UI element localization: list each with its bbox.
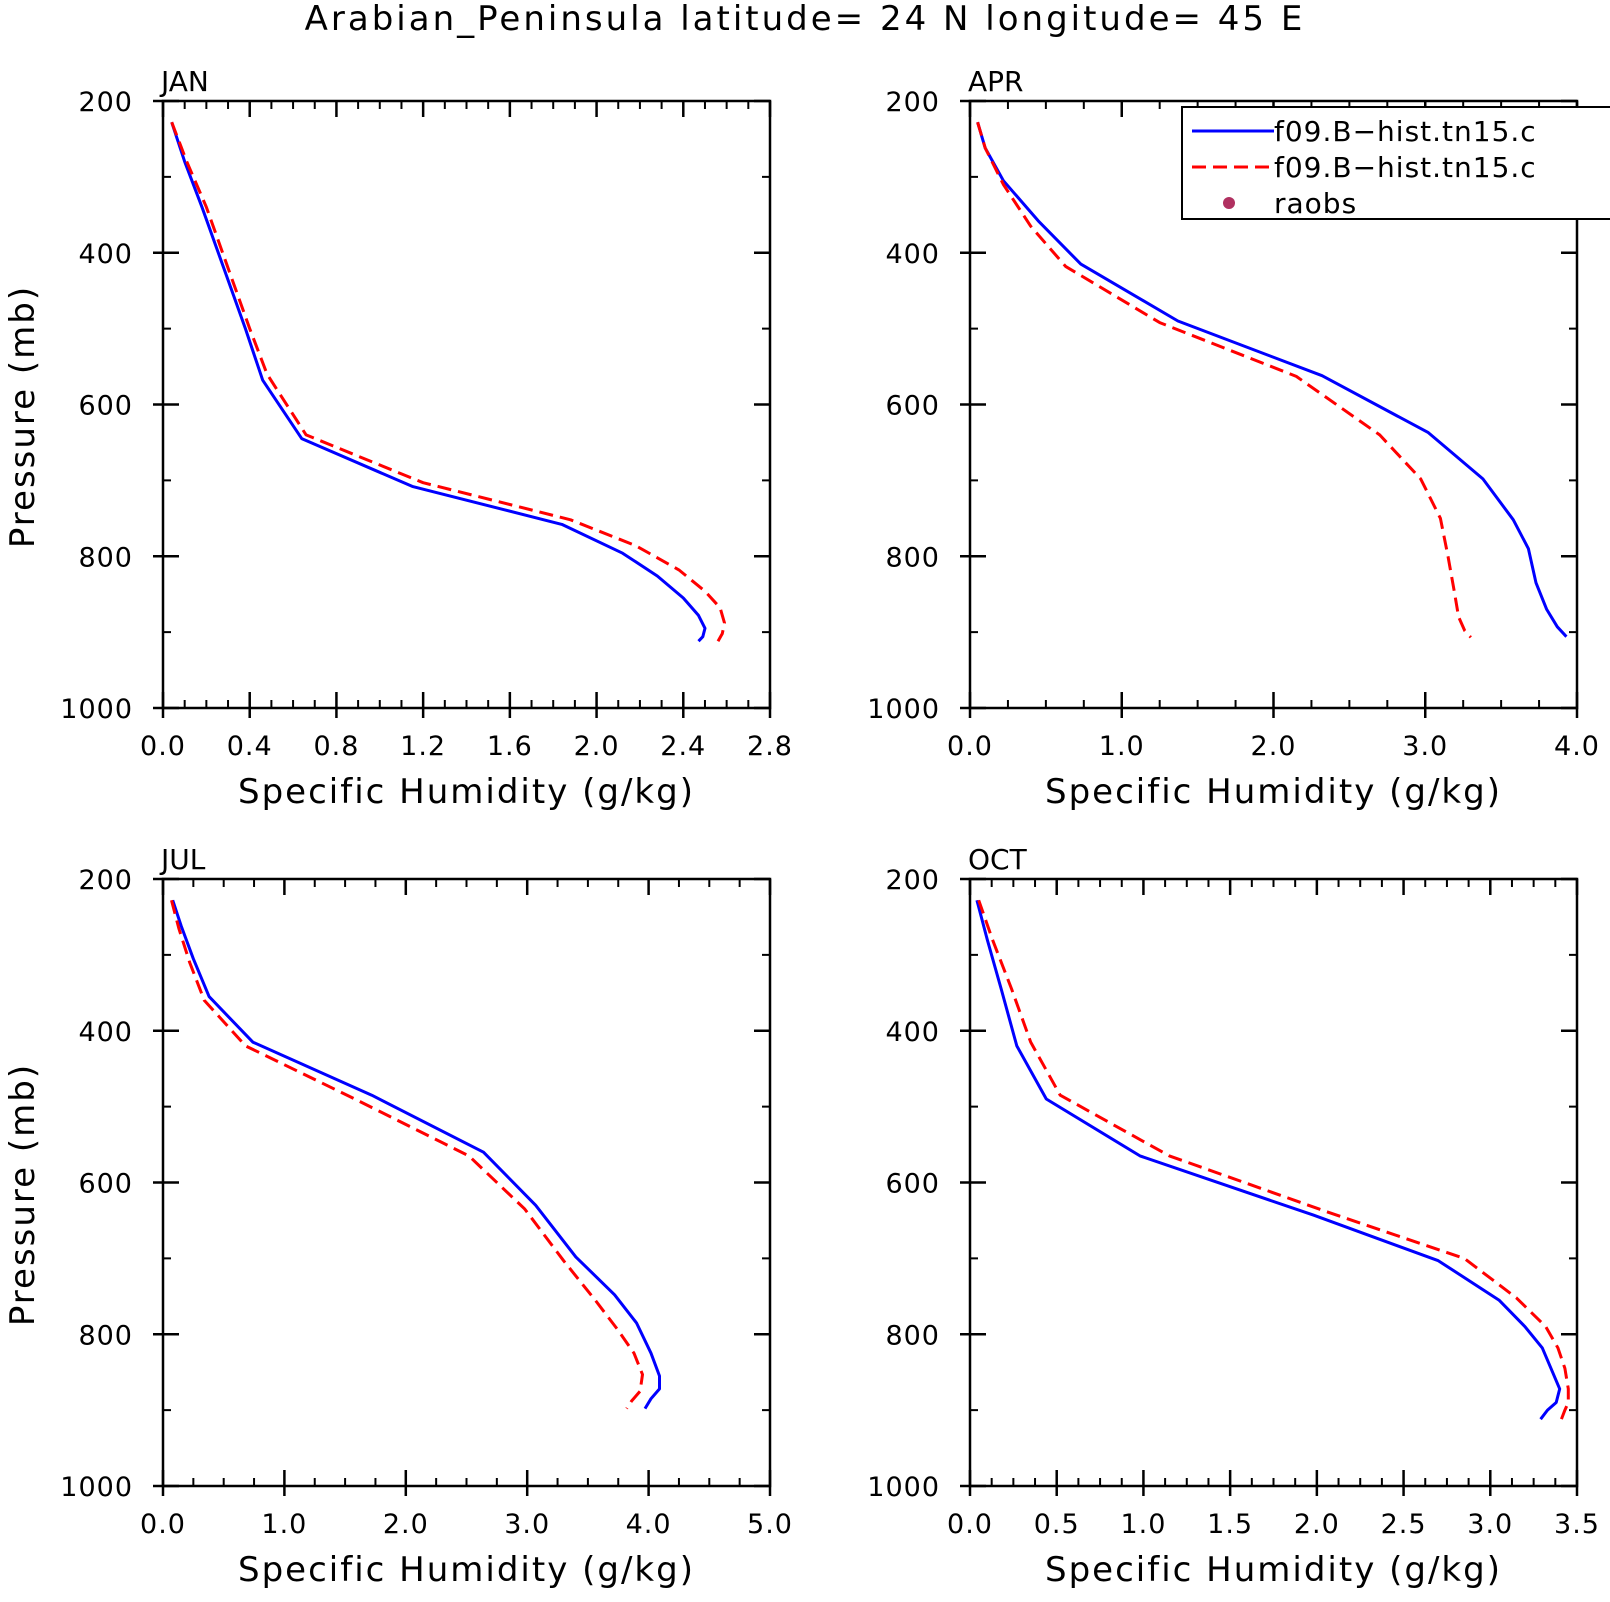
y-tick-label: 800 bbox=[78, 1320, 133, 1351]
panel-title: JAN bbox=[159, 65, 209, 98]
y-tick-label: 200 bbox=[885, 865, 940, 896]
y-tick-label: 600 bbox=[885, 391, 940, 422]
y-tick-label: 1000 bbox=[867, 694, 940, 725]
y-tick-label: 400 bbox=[885, 239, 940, 270]
legend-marker-dot bbox=[1223, 197, 1235, 209]
x-axis-title: Specific Humidity (g/kg) bbox=[1045, 1550, 1502, 1590]
panel-title: OCT bbox=[968, 843, 1028, 876]
y-tick-label: 800 bbox=[885, 1320, 940, 1351]
x-tick-label: 1.0 bbox=[1099, 731, 1145, 762]
x-tick-label: 1.0 bbox=[261, 1509, 307, 1540]
x-tick-label: 2.8 bbox=[747, 731, 793, 762]
x-tick-label: 4.0 bbox=[626, 1509, 672, 1540]
chart-panel-jul: 0.0 1.0 2.0 3.0 4.0 5.0 200 400 600 800 1000 JUL Spe… bbox=[3, 843, 793, 1590]
series-line-dashed bbox=[976, 121, 1472, 639]
series-line-solid bbox=[170, 121, 707, 643]
y-tick-label: 200 bbox=[78, 865, 133, 896]
y-tick-label: 1000 bbox=[867, 1472, 940, 1503]
x-tick-label: 3.0 bbox=[504, 1509, 550, 1540]
x-tick-label: 1.2 bbox=[400, 731, 446, 762]
x-tick-label: 1.5 bbox=[1207, 1509, 1253, 1540]
panel-title: JUL bbox=[159, 843, 206, 876]
plot-frame bbox=[161, 877, 772, 1488]
x-tick-label: 0.0 bbox=[140, 731, 186, 762]
series-group bbox=[170, 121, 726, 643]
y-tick-label: 400 bbox=[885, 1017, 940, 1048]
series-line-dashed bbox=[170, 899, 644, 1410]
x-tick-label: 5.0 bbox=[747, 1509, 793, 1540]
figure-title: Arabian_Peninsula latitude= 24 N longitu… bbox=[305, 0, 1306, 39]
x-tick-label: 1.0 bbox=[1120, 1509, 1166, 1540]
x-tick-label: 2.4 bbox=[660, 731, 706, 762]
chart-panel-oct: 0.0 0.5 1.0 1.5 2.0 2.5 3.0 3.5 200 400 600 800 1000… bbox=[867, 843, 1600, 1590]
series-line-dashed bbox=[977, 899, 1570, 1420]
x-tick-label: 0.0 bbox=[140, 1509, 186, 1540]
x-tick-label: 0.0 bbox=[947, 731, 993, 762]
plot-frame bbox=[968, 877, 1579, 1488]
y-tick-label: 1000 bbox=[60, 1472, 133, 1503]
series-group bbox=[170, 899, 661, 1410]
legend-label: f09.B−hist.tn15.c bbox=[1274, 151, 1537, 184]
y-axis-title: Pressure (mb) bbox=[3, 1063, 43, 1326]
series-line-dashed bbox=[170, 121, 726, 642]
x-tick-label: 2.0 bbox=[1294, 1509, 1340, 1540]
y-axis-title: Pressure (mb) bbox=[3, 285, 43, 548]
panel-title: APR bbox=[968, 65, 1024, 98]
x-tick-label: 2.0 bbox=[1251, 731, 1297, 762]
y-tick-label: 800 bbox=[885, 542, 940, 573]
legend-label: raobs bbox=[1274, 187, 1357, 220]
y-tick-label: 400 bbox=[78, 1017, 133, 1048]
plot-frame bbox=[161, 99, 772, 710]
series-group bbox=[976, 121, 1568, 639]
x-axis-title: Specific Humidity (g/kg) bbox=[238, 1550, 695, 1590]
x-axis-title: Specific Humidity (g/kg) bbox=[1045, 772, 1502, 812]
x-tick-label: 4.0 bbox=[1554, 731, 1600, 762]
y-tick-label: 200 bbox=[78, 87, 133, 118]
y-tick-label: 800 bbox=[78, 542, 133, 573]
x-tick-label: 0.4 bbox=[227, 731, 273, 762]
x-tick-label: 1.6 bbox=[487, 731, 533, 762]
y-tick-label: 1000 bbox=[60, 694, 133, 725]
x-axis-title: Specific Humidity (g/kg) bbox=[238, 772, 695, 812]
series-line-solid bbox=[976, 121, 1568, 638]
y-tick-label: 600 bbox=[78, 1169, 133, 1200]
series-group bbox=[975, 899, 1570, 1421]
x-tick-label: 2.0 bbox=[383, 1509, 429, 1540]
x-tick-label: 0.8 bbox=[313, 731, 359, 762]
y-tick-label: 200 bbox=[885, 87, 940, 118]
y-tick-label: 400 bbox=[78, 239, 133, 270]
x-tick-label: 0.5 bbox=[1034, 1509, 1080, 1540]
x-tick-label: 2.5 bbox=[1381, 1509, 1427, 1540]
x-tick-label: 3.0 bbox=[1467, 1509, 1513, 1540]
series-line-solid bbox=[171, 899, 661, 1410]
legend-label: f09.B−hist.tn15.c bbox=[1274, 115, 1537, 148]
x-tick-label: 3.5 bbox=[1554, 1509, 1600, 1540]
legend-box bbox=[1181, 106, 1610, 220]
x-tick-label: 0.0 bbox=[947, 1509, 993, 1540]
x-tick-label: 2.0 bbox=[574, 731, 620, 762]
y-tick-label: 600 bbox=[885, 1169, 940, 1200]
x-tick-label: 3.0 bbox=[1402, 731, 1448, 762]
series-line-solid bbox=[975, 899, 1562, 1421]
y-tick-label: 600 bbox=[78, 391, 133, 422]
chart-panel-apr: 0.0 1.0 2.0 3.0 4.0 200 400 600 800 1000 APR Specif… bbox=[867, 65, 1610, 812]
chart-panel-jan: 0.0 0.4 0.8 1.2 1.6 2.0 2.4 2.8 200 400 600 800 1000… bbox=[3, 65, 793, 812]
